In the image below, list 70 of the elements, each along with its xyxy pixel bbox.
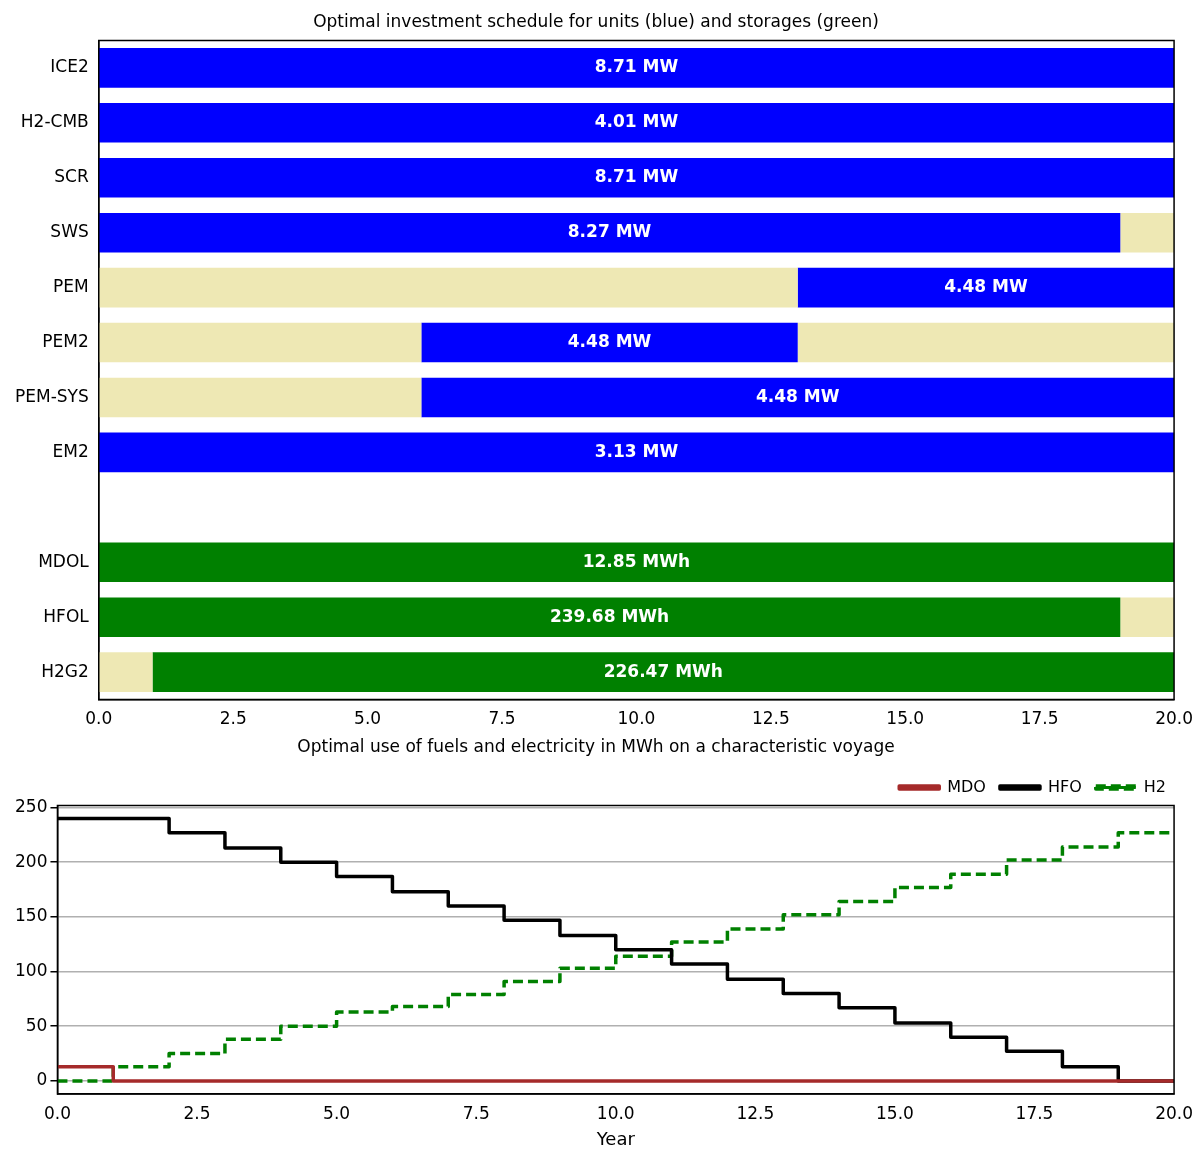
annotation: 4.01 MW [594,111,679,132]
x-tick-label: 15.0 [875,1102,914,1123]
x-tick-label: 15.0 [886,708,925,729]
x-tick-label: 17.5 [1015,1102,1054,1123]
x-tick-label: 5.0 [323,1102,351,1123]
annotation: 4.48 MW [755,385,840,406]
y-tick-label: SCR [54,166,89,187]
x-tick-label: 10.0 [617,708,656,729]
legend-label: MDO [947,776,986,796]
annotation: 239.68 MWh [549,605,670,626]
y-tick-label: EM2 [52,440,89,461]
annotation: 4.48 MW [944,276,1028,297]
y-tick-label: 250 [14,796,48,817]
annotation: 12.85 MWh [582,550,691,571]
y-tick-label: ICE2 [50,56,89,77]
bar [98,652,153,692]
bar [1120,212,1175,253]
x-tick-label: 7.5 [462,1102,490,1123]
bar [152,652,1175,692]
y-tick-label: 150 [14,905,48,926]
bar [98,542,1175,583]
x-tick-label: 0.0 [43,1102,71,1123]
y-tick-label: SWS [50,221,89,242]
x-tick-label: 12.5 [736,1102,775,1123]
y-tick-label: PEM2 [42,330,89,351]
bar [98,267,798,308]
y-tick-label: PEM [53,276,89,297]
y-tick-label: 50 [25,1014,48,1035]
y-tick-label: PEM-SYS [15,385,89,406]
x-tick-label: 20.0 [1155,708,1193,729]
x-axis-title: Year [595,1127,636,1149]
x-tick-label: 0.0 [85,708,113,729]
x-tick-label: 7.5 [488,708,516,729]
annotation: 8.71 MW [594,56,679,77]
bar [98,157,1175,198]
annotation: 4.48 MW [567,330,652,351]
annotation: 8.27 MW [567,221,652,242]
x-tick-label: 2.5 [183,1102,211,1123]
y-tick-label: 200 [14,850,48,871]
x-tick-label: 5.0 [354,708,382,729]
bar [98,597,1121,637]
chart-title: Optimal use of fuels and electricity in MWh on a characteristic voyage [297,735,895,756]
bar [98,48,1175,88]
legend-label: HFO [1047,776,1082,796]
x-tick-label: 10.0 [596,1102,635,1123]
x-tick-label: 17.5 [1020,708,1059,729]
annotation: 226.47 MWh [603,660,723,681]
x-tick-label: 2.5 [219,708,247,729]
bar [1120,597,1175,637]
y-tick-label: HFOL [43,605,90,626]
annotation: 8.71 MW [594,166,679,187]
y-tick-label: H2-CMB [20,111,89,132]
y-tick-label: MDOL [38,550,90,571]
y-tick-label: H2G2 [41,660,89,681]
y-tick-label: 0 [36,1069,48,1090]
bar [797,267,1175,308]
bar [98,377,422,418]
bar [421,377,1175,418]
bar [98,212,1121,253]
bar [421,322,798,363]
legend-label: H2 [1143,776,1167,796]
x-tick-label: 12.5 [751,708,790,729]
bar [98,432,1175,473]
chart-title: Optimal investment schedule for units (blue) and storages (green) [313,10,879,31]
y-tick-label: 100 [14,959,48,980]
bar [98,322,422,363]
x-tick-label: 20.0 [1155,1102,1193,1123]
bar [98,103,1175,143]
bar [797,322,1175,363]
annotation: 3.13 MW [594,440,679,461]
